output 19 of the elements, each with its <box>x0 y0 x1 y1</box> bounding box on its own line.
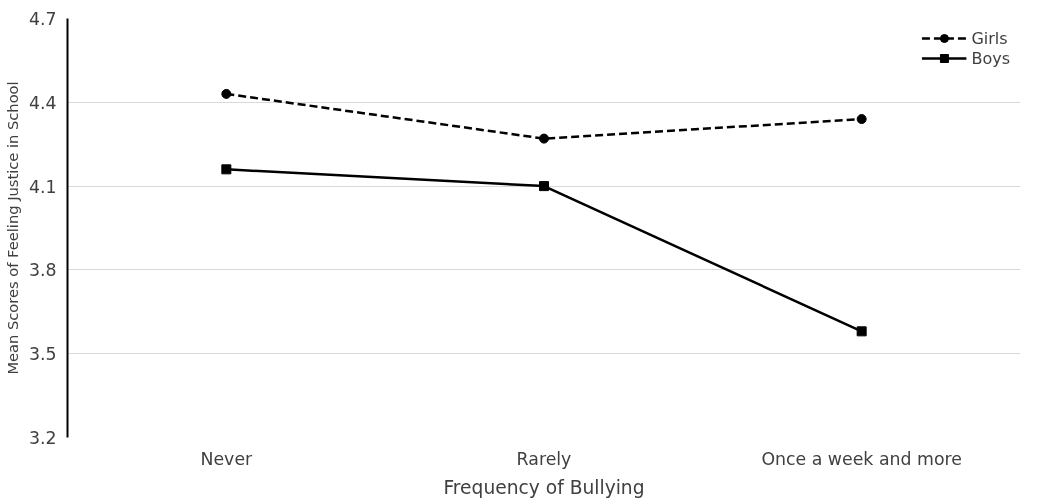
y-tick-label: 3.2 <box>28 428 57 448</box>
y-tick-label: 4.4 <box>28 92 57 113</box>
point <box>856 326 867 337</box>
legend-label: Boys <box>971 48 1010 68</box>
x-tick-label: Rarely <box>516 448 572 469</box>
x-tick-label: Never <box>200 448 254 469</box>
y-tick-label: 4.1 <box>28 176 57 197</box>
x-axis-title: Frequency of Bullying <box>443 476 645 498</box>
x-tick-label: Once a week and more <box>761 448 962 469</box>
point <box>539 133 549 144</box>
y-tick-label: 3.8 <box>28 260 57 281</box>
y-axis-title: Mean Scores of Feeling Justice in School <box>3 81 21 375</box>
point <box>221 88 232 99</box>
y-tick-label: 4.7 <box>28 9 57 29</box>
point <box>539 181 549 192</box>
point <box>221 164 232 175</box>
legend-label: Girls <box>971 28 1008 48</box>
point <box>856 114 867 125</box>
y-tick-label: 3.5 <box>28 344 57 365</box>
